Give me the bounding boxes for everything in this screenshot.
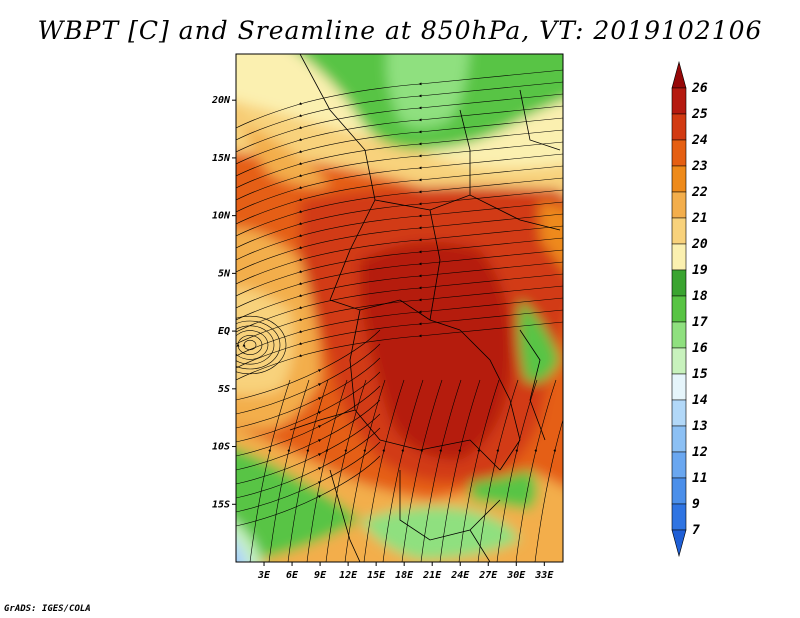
lat-tick-label: 15N [212, 153, 231, 164]
lat-tick-label: 5S [218, 384, 230, 395]
colorbar-segment [671, 60, 687, 89]
colorbar-segment [671, 165, 687, 193]
colorbar-segment [671, 243, 687, 271]
colorbar-segment [671, 191, 687, 219]
lon-tick-label: 12E [339, 570, 358, 581]
colorbar-label: 23 [691, 159, 708, 174]
lat-tick-label: EQ [218, 326, 230, 337]
lat-tick-label: 10N [212, 211, 231, 222]
colorbar-label: 9 [692, 497, 700, 512]
lon-tick-label: 15E [367, 570, 386, 581]
colorbar-segment [671, 347, 687, 375]
colorbar-label: 7 [692, 523, 700, 538]
lon-tick-label: 9E [314, 570, 327, 581]
lon-tick-label: 6E [286, 570, 299, 581]
colorbar-label: 26 [691, 81, 708, 96]
colorbar-segment [671, 113, 687, 141]
colorbar-segment [671, 373, 687, 401]
colorbar-segment [671, 477, 687, 505]
colorbar-segment [671, 217, 687, 245]
lon-tick-label: 30E [506, 570, 526, 581]
lat-tick-label: 20N [211, 95, 231, 106]
lat-tick-label: 10S [212, 442, 230, 453]
lon-tick-label: 21E [422, 570, 442, 581]
map-axes: 20N 15N 10N 5N EQ 5S 10S 15S 3E 6E 9E 12E 15E 18E 21E 2… [211, 95, 554, 581]
colorbar-label: 21 [691, 211, 708, 226]
colorbar-label: 22 [691, 185, 708, 200]
colorbar-segment [671, 269, 687, 297]
lon-tick-label: 27E [478, 570, 498, 581]
colorbar-segment [671, 529, 687, 558]
lon-tick-label: 18E [395, 570, 414, 581]
colorbar-segment [671, 321, 687, 349]
footer-credit: GrADS: IGES/COLA [4, 604, 91, 614]
colorbar-segment [671, 425, 687, 453]
lon-tick-label: 33E [534, 570, 554, 581]
colorbar-segment [671, 399, 687, 427]
colorbar-label: 13 [692, 419, 708, 434]
colorbar: 26 25 24 23 22 21 20 19 18 17 16 15 14 13 12 11 9 7 [671, 60, 708, 558]
colorbar-label: 17 [692, 315, 708, 330]
lon-tick-label: 24E [450, 570, 470, 581]
colorbar-segment [671, 295, 687, 323]
colorbar-label: 25 [691, 107, 708, 122]
colorbar-label: 20 [691, 237, 708, 252]
lat-tick-label: 5N [218, 268, 231, 279]
lon-tick-label: 3E [257, 570, 271, 581]
colorbar-label: 19 [692, 263, 708, 278]
colorbar-label: 16 [692, 341, 708, 356]
wbpt-field [236, 54, 563, 562]
map-frame [235, 53, 564, 563]
streamlines [236, 69, 563, 562]
colorbar-label: 24 [691, 133, 708, 148]
colorbar-segment [671, 451, 687, 479]
colorbar-label: 12 [692, 445, 708, 460]
chart-title: WBPT [C] and Sreamline at 850hPa, VT: 20… [37, 16, 763, 45]
colorbar-segment [671, 87, 687, 115]
colorbar-label: 14 [692, 393, 708, 408]
colorbar-label: 18 [692, 289, 708, 304]
lat-tick-label: 15S [212, 499, 230, 510]
colorbar-segment [671, 503, 687, 531]
colorbar-label: 11 [692, 471, 708, 486]
colorbar-segment [671, 139, 687, 167]
colorbar-label: 15 [692, 367, 708, 382]
